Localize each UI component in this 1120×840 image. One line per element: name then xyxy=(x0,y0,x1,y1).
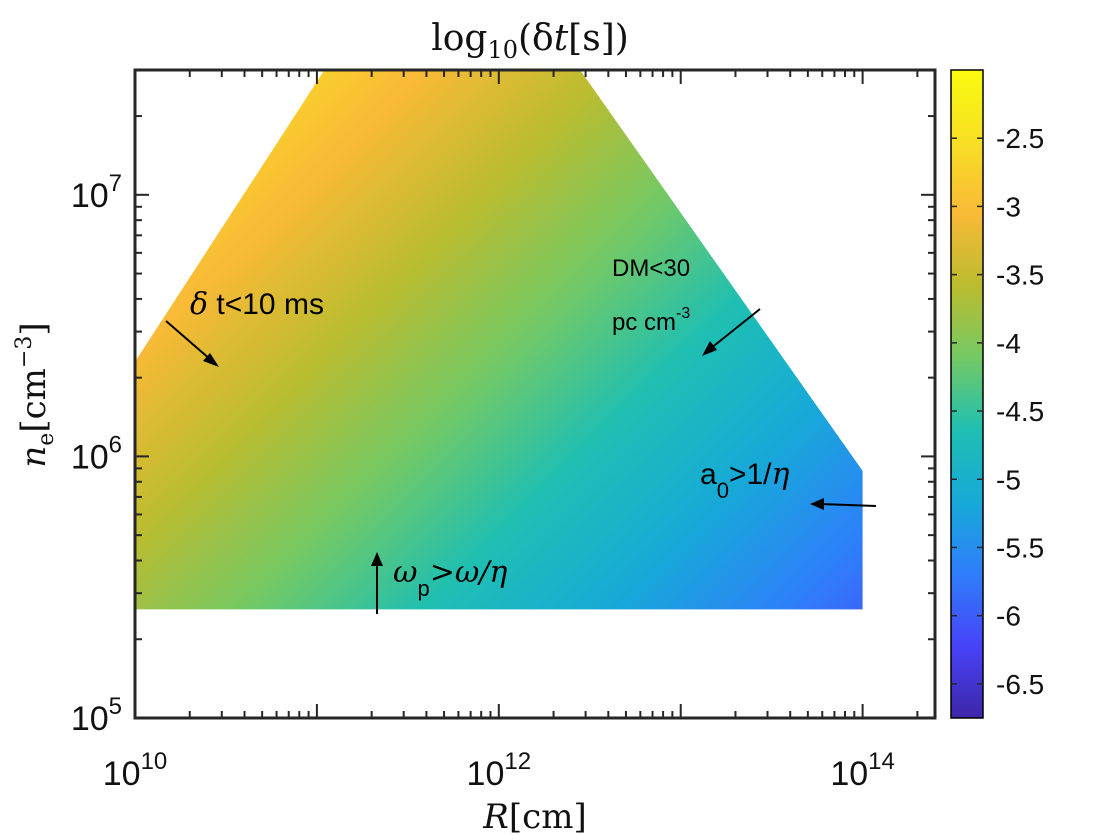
colorbar: -2.5 -3 -3.5 -4 -4.5 -5 -5.5 -6 -6.5 xyxy=(950,69,1044,719)
annotation-dm: DM<30 pc cm-3 xyxy=(612,255,761,356)
annotation-wp-label: ωp>ω/η xyxy=(393,555,507,601)
annotation-a0-arrow xyxy=(819,503,877,507)
colorbar-tick-label: -4 xyxy=(996,328,1021,359)
svg-text:ne[cm−3]: ne[cm−3] xyxy=(12,322,59,467)
axes: 1010 1012 1014 105 106 107 xyxy=(71,68,937,793)
annotation-dt: δ t<10 ms xyxy=(165,287,324,367)
annotation-wp: ωp>ω/η xyxy=(371,552,507,614)
x-tick-label: 1014 xyxy=(830,748,895,793)
x-tick-label: 1012 xyxy=(467,748,532,793)
annotation-dt-label: δ t<10 ms xyxy=(190,287,324,322)
y-axis-label: ne[cm−3] xyxy=(12,322,59,467)
annotation-dm-arrowhead xyxy=(702,341,717,356)
annotation-dm-line1: DM<30 xyxy=(612,255,690,282)
x-tick-label: 1010 xyxy=(103,748,168,793)
chart-title: log10(δt[s]) xyxy=(431,18,629,64)
colorbar-gradient xyxy=(950,69,984,719)
annotation-wp-arrowhead xyxy=(371,552,383,566)
colorbar-tick-label: -6 xyxy=(996,601,1021,632)
x-axis-label: R[cm] xyxy=(482,797,586,837)
colorbar-tick-label: -5.5 xyxy=(996,532,1044,563)
colorbar-tick-label: -3.5 xyxy=(996,260,1044,291)
plot-frame xyxy=(133,68,937,720)
annotation-dt-arrowhead xyxy=(203,353,219,367)
annotation-dm-arrow xyxy=(709,308,761,350)
colorbar-tick-label: -3 xyxy=(996,191,1021,222)
colorbar-tick-label: -5 xyxy=(996,464,1021,495)
colorbar-tick-label: -2.5 xyxy=(996,123,1044,154)
y-tick-label: 106 xyxy=(71,431,122,476)
y-tick-label: 107 xyxy=(71,170,122,215)
annotation-a0-arrowhead xyxy=(810,498,824,510)
annotation-dt-arrow xyxy=(165,320,212,361)
colorbar-tick-label: -4.5 xyxy=(996,396,1044,427)
annotation-a0: a0>1/η xyxy=(700,457,877,510)
annotation-dm-line2: pc cm-3 xyxy=(612,305,690,336)
colorbar-tick-label: -6.5 xyxy=(996,669,1044,700)
y-tick-label: 105 xyxy=(71,693,122,738)
annotation-a0-label: a0>1/η xyxy=(700,457,789,503)
